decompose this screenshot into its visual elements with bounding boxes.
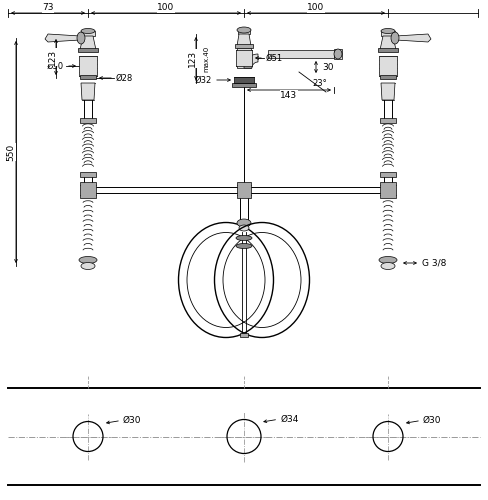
Polygon shape: [379, 36, 395, 50]
Ellipse shape: [380, 28, 394, 34]
Ellipse shape: [236, 244, 251, 248]
Bar: [379, 172, 395, 177]
Bar: [80, 118, 96, 123]
Ellipse shape: [390, 32, 398, 44]
Text: Ø50: Ø50: [47, 62, 64, 70]
Bar: [80, 182, 96, 198]
Ellipse shape: [79, 256, 97, 264]
Text: G 3/8: G 3/8: [421, 258, 446, 268]
Bar: [240, 333, 247, 337]
Text: 30: 30: [321, 62, 333, 72]
Text: Ø51: Ø51: [265, 54, 283, 62]
Ellipse shape: [77, 32, 85, 44]
Polygon shape: [244, 54, 258, 68]
Ellipse shape: [237, 27, 250, 33]
Polygon shape: [80, 36, 96, 50]
Ellipse shape: [81, 28, 95, 34]
Text: 100: 100: [157, 4, 174, 13]
Bar: [379, 118, 395, 123]
Polygon shape: [45, 34, 80, 42]
Text: Ø30: Ø30: [123, 416, 141, 425]
Bar: [267, 50, 333, 58]
Text: 73: 73: [42, 4, 54, 13]
Bar: [80, 75, 96, 79]
Bar: [235, 44, 252, 48]
Bar: [237, 182, 250, 198]
Polygon shape: [81, 83, 95, 100]
Bar: [234, 77, 253, 83]
Bar: [81, 31, 95, 36]
Text: 123: 123: [47, 48, 57, 66]
Text: 123: 123: [187, 50, 196, 67]
Ellipse shape: [237, 219, 250, 227]
Text: Ø28: Ø28: [116, 74, 133, 82]
Polygon shape: [380, 83, 394, 100]
Polygon shape: [237, 34, 250, 46]
Ellipse shape: [81, 262, 95, 270]
Polygon shape: [395, 34, 430, 42]
Text: Ø30: Ø30: [422, 416, 441, 425]
Bar: [379, 182, 395, 198]
Text: 23°: 23°: [311, 80, 326, 88]
Bar: [80, 172, 96, 177]
Bar: [377, 48, 397, 52]
Polygon shape: [378, 56, 396, 76]
Text: 550: 550: [6, 144, 16, 160]
Bar: [78, 48, 98, 52]
Text: Ø32: Ø32: [194, 76, 212, 84]
Text: max.40: max.40: [203, 46, 208, 72]
Bar: [333, 49, 341, 59]
Bar: [379, 75, 395, 79]
Bar: [237, 48, 250, 68]
Bar: [231, 83, 256, 87]
Polygon shape: [79, 56, 97, 76]
Ellipse shape: [239, 225, 248, 231]
Ellipse shape: [380, 262, 394, 270]
Text: 143: 143: [280, 90, 297, 100]
Text: Ø34: Ø34: [280, 415, 298, 424]
Text: 100: 100: [307, 4, 324, 13]
Ellipse shape: [333, 49, 341, 59]
Bar: [236, 50, 251, 66]
Ellipse shape: [236, 236, 251, 240]
Bar: [380, 31, 394, 36]
Ellipse shape: [378, 256, 396, 264]
Bar: [238, 29, 249, 34]
